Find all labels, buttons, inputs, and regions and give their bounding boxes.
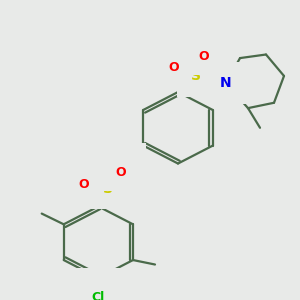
- Text: Cl: Cl: [92, 291, 105, 300]
- Text: S: S: [103, 182, 113, 196]
- Text: N: N: [220, 76, 232, 90]
- Text: S: S: [191, 69, 201, 83]
- Text: O: O: [199, 50, 209, 63]
- Text: NH: NH: [113, 155, 134, 168]
- Text: O: O: [169, 61, 179, 74]
- Text: O: O: [78, 178, 89, 190]
- Text: O: O: [115, 166, 126, 179]
